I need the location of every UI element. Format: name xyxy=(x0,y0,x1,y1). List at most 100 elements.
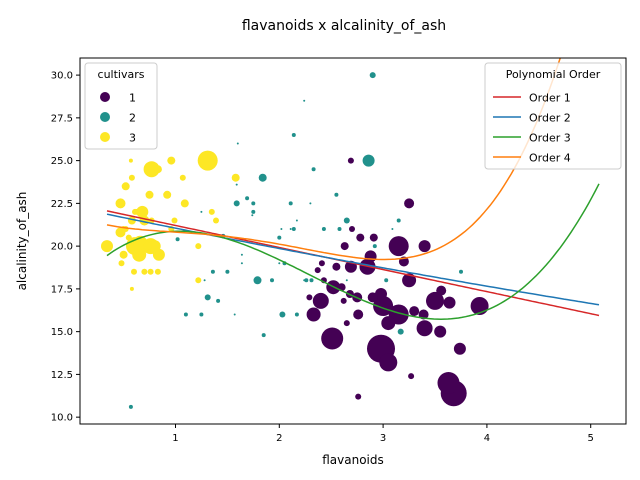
data-point xyxy=(309,278,314,283)
legend-label: Order 3 xyxy=(529,132,571,145)
data-point xyxy=(279,311,286,318)
data-point xyxy=(356,233,365,242)
data-point xyxy=(404,198,415,209)
data-point xyxy=(459,269,463,274)
legend-label: 2 xyxy=(129,112,136,125)
data-point xyxy=(261,333,266,338)
y-tick-label: 22.5 xyxy=(51,199,73,210)
data-point xyxy=(388,236,409,257)
legend-label: 3 xyxy=(129,132,136,145)
data-point xyxy=(418,240,431,253)
data-point xyxy=(203,279,206,282)
series-2-points xyxy=(128,72,463,409)
data-point xyxy=(175,237,180,242)
data-point xyxy=(233,200,240,207)
data-point xyxy=(167,156,176,165)
data-point xyxy=(334,192,339,197)
polynomial-order-legend: Polynomial Order Order 1 Order 2 Order 3 Ord… xyxy=(484,62,622,170)
data-point xyxy=(372,244,377,249)
legend-label: Order 2 xyxy=(529,112,571,125)
data-point xyxy=(132,208,138,215)
data-point xyxy=(396,218,401,223)
data-point xyxy=(233,313,236,316)
legend-title: cultivars xyxy=(98,68,145,81)
data-point xyxy=(195,243,202,250)
data-point xyxy=(349,226,355,232)
data-point xyxy=(251,201,256,206)
data-point xyxy=(240,262,243,265)
data-point xyxy=(143,242,152,251)
data-point xyxy=(379,353,398,372)
data-point xyxy=(304,278,309,283)
data-point xyxy=(311,167,316,172)
x-tick-label: 3 xyxy=(380,433,386,444)
data-point xyxy=(375,288,387,300)
data-point xyxy=(291,133,296,137)
fit-line-order-2 xyxy=(106,213,600,306)
data-point xyxy=(288,201,293,206)
data-point xyxy=(402,273,417,288)
data-point xyxy=(384,278,389,283)
data-point xyxy=(289,228,292,230)
data-point xyxy=(391,228,394,230)
data-point xyxy=(121,182,130,191)
data-point xyxy=(231,173,240,182)
data-point xyxy=(240,253,243,256)
data-point xyxy=(128,404,133,409)
y-tick-label: 20.0 xyxy=(51,242,73,253)
series-3-points xyxy=(101,150,240,291)
data-point xyxy=(251,214,254,217)
data-point xyxy=(314,267,321,274)
data-point xyxy=(321,227,326,231)
y-tick-label: 12.5 xyxy=(51,370,73,381)
data-point xyxy=(306,294,313,301)
data-point xyxy=(154,268,161,275)
data-point xyxy=(253,276,262,285)
data-point xyxy=(364,250,377,263)
data-point xyxy=(148,240,161,253)
data-point xyxy=(119,250,128,259)
data-point xyxy=(312,292,329,309)
data-point xyxy=(200,210,203,213)
x-tick-label: 1 xyxy=(172,433,178,444)
data-point xyxy=(381,316,396,331)
x-tick-label: 2 xyxy=(276,433,282,444)
data-point xyxy=(409,306,420,317)
data-point xyxy=(416,320,433,337)
data-point xyxy=(225,269,230,274)
y-tick-label: 25.0 xyxy=(51,156,73,167)
y-tick-label: 15.0 xyxy=(51,327,73,338)
data-point xyxy=(183,312,188,317)
data-point xyxy=(355,393,362,400)
data-point xyxy=(345,279,348,282)
data-point xyxy=(147,268,154,275)
data-point xyxy=(306,307,321,322)
data-point xyxy=(270,278,274,283)
data-point xyxy=(436,285,447,296)
x-tick-label: 5 xyxy=(588,433,594,444)
data-point xyxy=(136,251,143,258)
fit-lines xyxy=(106,58,600,320)
data-point xyxy=(258,173,267,182)
data-point xyxy=(195,277,202,284)
legend-label: 1 xyxy=(129,92,136,105)
fit-line-order-3 xyxy=(106,183,600,320)
data-point xyxy=(118,260,125,267)
y-tick-label: 10.0 xyxy=(51,413,73,424)
data-point xyxy=(340,297,347,304)
data-point xyxy=(131,268,137,275)
data-point xyxy=(245,196,250,201)
data-point xyxy=(294,312,299,317)
data-point xyxy=(163,190,172,199)
cultivars-legend: cultivars 1 2 3 xyxy=(84,62,158,150)
legend-title: Polynomial Order xyxy=(506,68,601,81)
data-point xyxy=(251,209,256,214)
y-axis-label: alcalinity_of_ash xyxy=(15,192,29,291)
data-point xyxy=(280,228,283,230)
data-point xyxy=(443,296,456,309)
data-point xyxy=(373,296,394,316)
data-point xyxy=(343,217,350,224)
data-point xyxy=(367,292,378,303)
data-point xyxy=(369,233,378,242)
legend-marker xyxy=(100,132,110,142)
